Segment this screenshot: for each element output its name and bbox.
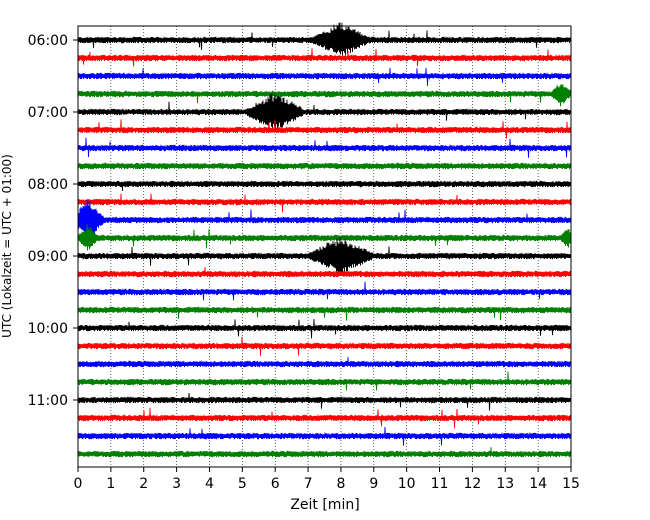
trace-row-7	[77, 162, 572, 170]
x-tick-label: 12	[463, 476, 481, 492]
y-tick-label: 09:00	[28, 249, 68, 265]
trace-rows	[77, 22, 572, 458]
y-tick-label: 06:00	[28, 33, 68, 49]
y-axis: 06:00 07:00 08:00 09:00 10:00 11:00	[28, 33, 78, 409]
trace-row-9	[77, 193, 572, 213]
trace-row-0	[77, 22, 572, 56]
x-tick-label: 11	[431, 476, 449, 492]
trace-row-3	[77, 83, 572, 107]
x-axis-label: Zeit [min]	[290, 497, 359, 513]
y-tick-label: 08:00	[28, 177, 68, 193]
trace-row-17	[77, 336, 572, 356]
x-tick-label: 10	[398, 476, 416, 492]
trace-row-19	[77, 371, 572, 391]
trace-row-18	[77, 357, 572, 368]
trace-row-10	[77, 199, 572, 241]
trace-row-23	[77, 447, 572, 458]
trace-row-15	[77, 306, 572, 321]
y-tick-label: 11:00	[28, 393, 68, 409]
trace-row-6	[77, 137, 572, 158]
x-tick-label: 4	[205, 476, 214, 492]
trace-row-5	[77, 119, 572, 139]
x-tick-label: 14	[529, 476, 547, 492]
x-tick-label: 3	[172, 476, 181, 492]
x-tick-label: 0	[74, 476, 83, 492]
trace-row-8	[77, 180, 572, 191]
x-tick-label: 1	[106, 476, 115, 492]
x-tick-label: 9	[369, 476, 378, 492]
trace-row-22	[77, 426, 572, 446]
trace-row-13	[77, 267, 572, 278]
y-axis-label: UTC (Lokalzeit = UTC + 01:00)	[0, 154, 14, 338]
trace-row-14	[77, 281, 572, 301]
x-axis: 0 1 2 3 4 5 6 7 8 9 10 11 12 13 14 15	[74, 467, 580, 492]
x-tick-label: 15	[562, 476, 580, 492]
trace-row-4	[77, 93, 572, 133]
x-tick-label: 2	[139, 476, 148, 492]
x-tick-label: 13	[496, 476, 514, 492]
x-tick-label: 8	[336, 476, 345, 492]
x-tick-label: 6	[271, 476, 280, 492]
trace-row-16	[77, 318, 572, 339]
trace-row-1	[77, 48, 572, 67]
y-tick-label: 07:00	[28, 105, 68, 121]
trace-row-2	[77, 67, 572, 86]
trace-row-20	[77, 392, 572, 411]
plot-frame	[77, 25, 572, 468]
trace-row-12	[77, 236, 572, 276]
y-tick-label: 10:00	[28, 321, 68, 337]
trace-row-21	[77, 407, 572, 429]
x-tick-label: 7	[304, 476, 313, 492]
trace-row-11	[77, 224, 572, 251]
x-tick-label: 5	[238, 476, 247, 492]
